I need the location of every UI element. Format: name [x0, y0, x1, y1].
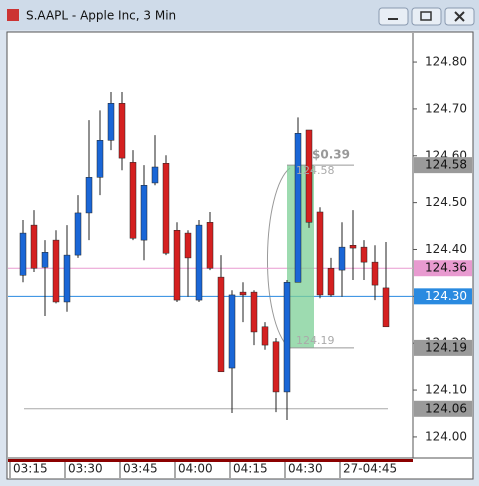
price-marker-label: 124.58 — [425, 158, 467, 172]
price-marker — [414, 339, 472, 356]
candle-body — [151, 166, 159, 184]
close-icon — [454, 11, 465, 22]
candle-body — [30, 224, 38, 269]
y-tick-label: 124.40 — [425, 242, 467, 256]
x-tick-label: 27-04:45 — [343, 462, 397, 476]
x-tick-label: 04:30 — [288, 462, 323, 476]
candle-body — [338, 246, 346, 271]
price-marker — [414, 288, 472, 305]
candle-body — [316, 211, 324, 296]
x-tick-label: 04:15 — [233, 462, 268, 476]
time-axis-band — [8, 459, 413, 462]
candle-body — [162, 163, 170, 254]
candle-body — [74, 212, 82, 256]
candle-body — [228, 294, 236, 369]
candle-body — [206, 222, 214, 269]
candle-body — [118, 103, 126, 159]
window-title: S.AAPL - Apple Inc, 3 Min — [26, 9, 176, 23]
candle-body — [250, 291, 258, 333]
candle-body — [195, 224, 203, 301]
candle-body — [41, 252, 49, 268]
measure-top-label: 124.58 — [296, 164, 335, 177]
x-tick-label: 04:00 — [178, 462, 213, 476]
candle-body — [107, 103, 115, 141]
minimize-button[interactable] — [378, 7, 409, 26]
price-marker — [414, 400, 472, 417]
price-marker-label: 124.19 — [425, 340, 467, 354]
y-tick-label: 124.10 — [425, 383, 467, 397]
candle-body — [261, 326, 269, 346]
candle-body — [129, 162, 137, 239]
candle-body — [96, 140, 104, 178]
x-tick-label: 03:30 — [68, 462, 103, 476]
candle-body — [327, 267, 335, 296]
chart-panel — [6, 31, 474, 480]
candle-body — [217, 276, 225, 373]
candle-body — [184, 232, 192, 259]
y-tick-label: 124.80 — [425, 55, 467, 69]
candle-body — [19, 232, 27, 276]
y-tick-label: 124.50 — [425, 195, 467, 209]
measure-bottom-label: 124.19 — [296, 334, 335, 347]
candle-body — [85, 177, 93, 214]
price-marker-label: 124.36 — [425, 261, 467, 275]
candle-body — [140, 185, 148, 241]
y-tick-label: 124.70 — [425, 101, 467, 115]
price-marker-label: 124.06 — [425, 401, 467, 415]
price-marker — [414, 260, 472, 277]
candle-body — [272, 341, 280, 393]
candle-body — [382, 287, 390, 328]
restore-button[interactable] — [411, 7, 442, 26]
x-tick-label: 03:15 — [13, 462, 48, 476]
candle-body — [349, 245, 357, 249]
candle-body — [239, 291, 247, 296]
app-icon — [7, 9, 19, 21]
candle-body — [283, 282, 291, 393]
candle-body — [305, 129, 313, 223]
price-marker — [414, 157, 472, 174]
restore-icon — [420, 11, 432, 21]
x-tick-label: 03:45 — [123, 462, 158, 476]
candle-body — [63, 254, 71, 303]
measure-arc — [267, 167, 291, 350]
measure-label: $0.39 — [312, 148, 350, 162]
candle-body — [173, 230, 181, 301]
y-tick-label: 124.00 — [425, 429, 467, 443]
candle-body — [294, 133, 302, 283]
candle-body — [371, 261, 379, 286]
candle-body — [52, 239, 60, 303]
candle-body — [360, 246, 368, 263]
price-marker-label: 124.30 — [425, 289, 467, 303]
